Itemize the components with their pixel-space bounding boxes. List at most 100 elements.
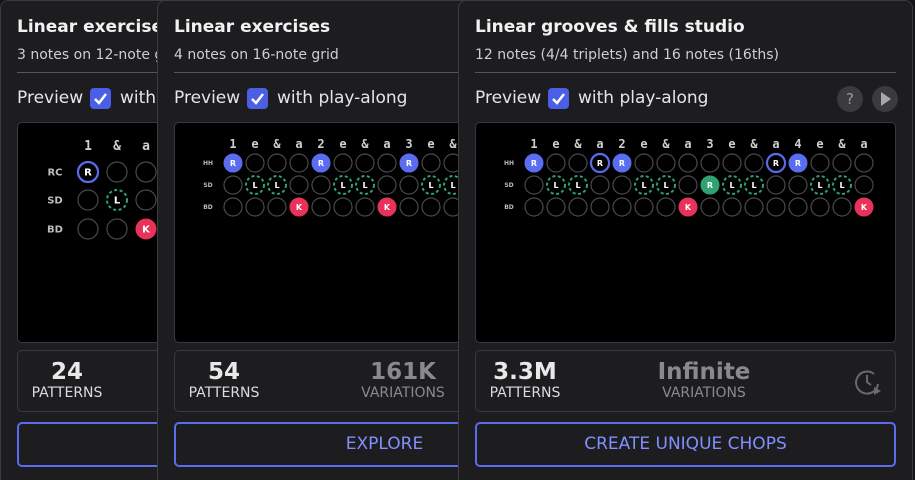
empty-cell[interactable] xyxy=(700,153,720,173)
note-cell[interactable] xyxy=(135,218,157,240)
empty-cell[interactable] xyxy=(546,153,566,173)
note-cell[interactable] xyxy=(678,197,698,217)
empty-cell[interactable] xyxy=(568,153,588,173)
note-cell[interactable] xyxy=(832,175,852,195)
empty-cell[interactable] xyxy=(590,197,610,217)
empty-cell[interactable] xyxy=(678,175,698,195)
note-cell[interactable] xyxy=(765,152,787,174)
empty-cell[interactable] xyxy=(223,197,243,217)
checkbox[interactable] xyxy=(247,88,268,109)
empty-cell[interactable] xyxy=(135,161,157,183)
empty-cell[interactable] xyxy=(245,197,265,217)
note-cell[interactable] xyxy=(612,153,632,173)
empty-cell[interactable] xyxy=(135,189,157,211)
empty-cell[interactable] xyxy=(568,197,588,217)
empty-cell[interactable] xyxy=(267,197,287,217)
empty-cell[interactable] xyxy=(590,175,610,195)
empty-cell[interactable] xyxy=(106,218,128,240)
note-cell[interactable] xyxy=(355,175,375,195)
empty-cell[interactable] xyxy=(421,153,441,173)
action-button[interactable]: CREATE UNIQUE CHOPS xyxy=(475,422,896,467)
empty-cell[interactable] xyxy=(722,197,742,217)
empty-cell[interactable] xyxy=(289,153,309,173)
empty-cell[interactable] xyxy=(377,153,397,173)
empty-cell[interactable] xyxy=(634,153,654,173)
note-cell[interactable] xyxy=(810,175,830,195)
play-button[interactable] xyxy=(870,85,900,115)
empty-cell[interactable] xyxy=(77,218,99,240)
note-cell[interactable] xyxy=(223,153,243,173)
empty-cell[interactable] xyxy=(722,153,742,173)
note-cell[interactable] xyxy=(700,175,720,195)
empty-cell[interactable] xyxy=(854,175,874,195)
note-cell[interactable] xyxy=(377,197,397,217)
note-cell[interactable] xyxy=(106,189,128,211)
note-label: K xyxy=(296,203,303,212)
empty-cell[interactable] xyxy=(245,153,265,173)
empty-cell[interactable] xyxy=(355,153,375,173)
empty-cell[interactable] xyxy=(832,153,852,173)
empty-cell[interactable] xyxy=(678,153,698,173)
empty-cell[interactable] xyxy=(766,175,786,195)
empty-cell[interactable] xyxy=(223,175,243,195)
note-cell[interactable] xyxy=(722,175,742,195)
note-cell[interactable] xyxy=(854,197,874,217)
empty-cell[interactable] xyxy=(377,175,397,195)
count-label: a xyxy=(142,139,150,154)
empty-cell[interactable] xyxy=(766,197,786,217)
checkbox[interactable] xyxy=(548,88,569,109)
empty-cell[interactable] xyxy=(832,197,852,217)
empty-cell[interactable] xyxy=(333,153,353,173)
empty-cell[interactable] xyxy=(421,197,441,217)
note-cell[interactable] xyxy=(568,175,588,195)
empty-cell[interactable] xyxy=(355,197,375,217)
note-cell[interactable] xyxy=(289,197,309,217)
empty-cell[interactable] xyxy=(267,153,287,173)
note-cell[interactable] xyxy=(421,175,441,195)
note-cell[interactable] xyxy=(524,153,544,173)
checkbox[interactable] xyxy=(90,88,111,109)
empty-cell[interactable] xyxy=(524,175,544,195)
empty-cell[interactable] xyxy=(634,197,654,217)
empty-cell[interactable] xyxy=(788,175,808,195)
empty-cell[interactable] xyxy=(788,197,808,217)
count-label: 4 xyxy=(794,137,801,151)
note-cell[interactable] xyxy=(634,175,654,195)
stat-value: Infinite xyxy=(657,359,751,385)
empty-cell[interactable] xyxy=(744,197,764,217)
checkbox-label: with play-along xyxy=(277,88,408,108)
empty-cell[interactable] xyxy=(289,175,309,195)
empty-cell[interactable] xyxy=(77,189,99,211)
note-cell[interactable] xyxy=(311,153,331,173)
help-button[interactable]: ? xyxy=(835,85,865,115)
empty-cell[interactable] xyxy=(311,197,331,217)
note-cell[interactable] xyxy=(245,175,265,195)
empty-cell[interactable] xyxy=(810,197,830,217)
empty-cell[interactable] xyxy=(546,197,566,217)
preview-label: Preview xyxy=(17,88,84,108)
empty-cell[interactable] xyxy=(810,153,830,173)
empty-cell[interactable] xyxy=(744,153,764,173)
empty-cell[interactable] xyxy=(106,161,128,183)
empty-cell[interactable] xyxy=(399,197,419,217)
empty-cell[interactable] xyxy=(656,153,676,173)
note-cell[interactable] xyxy=(399,153,419,173)
note-cell[interactable] xyxy=(589,152,611,174)
note-cell[interactable] xyxy=(744,175,764,195)
empty-cell[interactable] xyxy=(311,175,331,195)
empty-cell[interactable] xyxy=(524,197,544,217)
empty-cell[interactable] xyxy=(612,175,632,195)
empty-cell[interactable] xyxy=(700,197,720,217)
note-cell[interactable] xyxy=(546,175,566,195)
empty-cell[interactable] xyxy=(656,197,676,217)
empty-cell[interactable] xyxy=(854,153,874,173)
empty-cell[interactable] xyxy=(399,175,419,195)
note-cell[interactable] xyxy=(788,153,808,173)
note-cell[interactable] xyxy=(267,175,287,195)
note-cell[interactable] xyxy=(656,175,676,195)
empty-cell[interactable] xyxy=(612,197,632,217)
note-cell[interactable] xyxy=(333,175,353,195)
grid-svg: 1 e & a 2 e & a 3 e & a 4 e & aHH R R R R RSD L L L L R L L L LBD K K xyxy=(504,137,874,217)
note-cell[interactable] xyxy=(76,160,100,184)
empty-cell[interactable] xyxy=(333,197,353,217)
